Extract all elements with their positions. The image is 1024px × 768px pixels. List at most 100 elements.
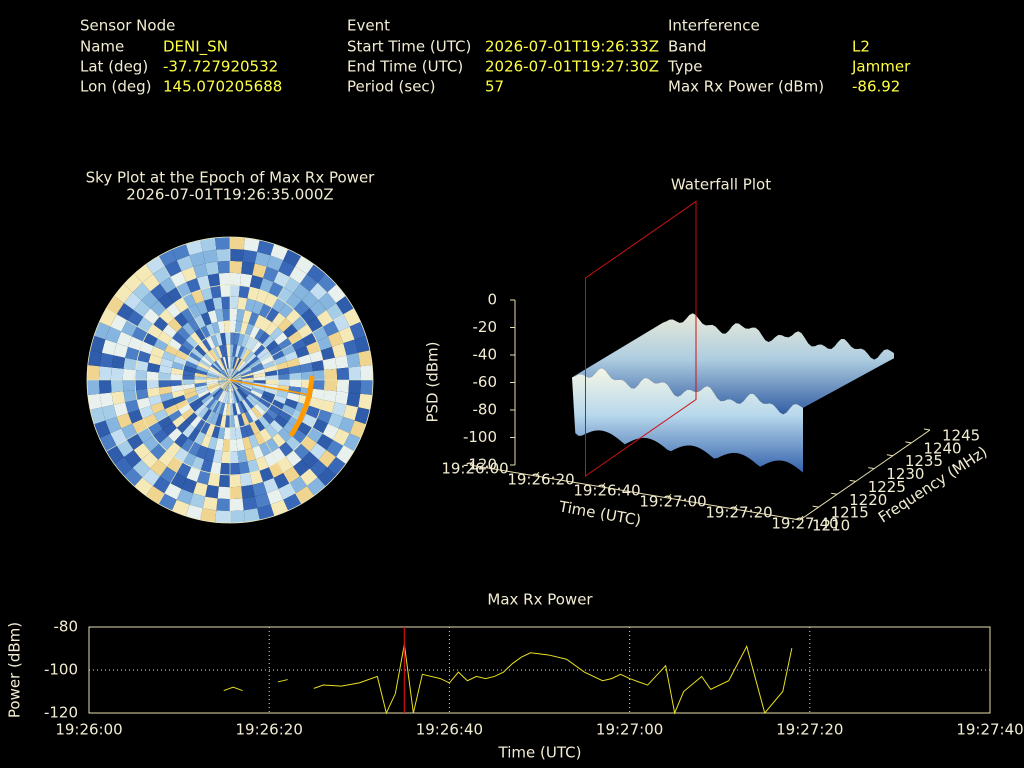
sky-cell xyxy=(161,398,176,410)
sky-cell xyxy=(358,350,373,367)
sky-cell xyxy=(237,388,246,400)
sky-cell xyxy=(203,395,215,407)
sky-cell xyxy=(273,355,287,366)
sky-cell xyxy=(250,389,263,398)
sky-cell xyxy=(146,380,159,389)
sky-cell xyxy=(336,295,354,315)
sky-cell xyxy=(252,263,267,278)
z-tick-label: -40 xyxy=(473,346,498,364)
info-value: -37.727920532 xyxy=(163,58,278,76)
sky-cell xyxy=(239,385,251,395)
sky-cell xyxy=(142,273,160,292)
info-label: Period (sec) xyxy=(347,78,436,96)
sky-cell xyxy=(206,377,219,380)
sky-cell xyxy=(249,358,261,369)
sky-cell xyxy=(244,298,256,312)
sky-cell xyxy=(122,380,136,392)
sky-cell xyxy=(277,318,292,333)
sky-cell xyxy=(249,325,260,339)
sky-cell xyxy=(306,405,321,419)
sky-cell xyxy=(172,415,186,428)
sky-cell xyxy=(178,403,192,416)
sky-cell xyxy=(230,308,238,321)
sky-cell xyxy=(170,380,183,387)
sky-cell xyxy=(125,399,140,414)
sky-cell xyxy=(116,413,133,429)
sky-cell xyxy=(343,308,361,327)
sky-cell xyxy=(227,391,230,404)
sky-cell xyxy=(230,403,234,416)
sky-cell xyxy=(194,431,206,446)
sky-cell xyxy=(176,419,191,434)
sky-cell xyxy=(141,451,159,469)
sky-cell xyxy=(134,264,153,283)
sky-cell xyxy=(139,405,154,419)
sky-cell xyxy=(135,360,149,372)
sky-cell xyxy=(158,365,172,374)
sky-cell xyxy=(181,340,195,352)
sky-cell xyxy=(298,354,312,366)
sky-cell xyxy=(211,321,221,335)
sky-cell xyxy=(180,437,195,453)
sky-cell xyxy=(293,443,310,460)
x-tick-label: 19:27:00 xyxy=(596,721,663,739)
sky-cell xyxy=(227,356,230,369)
sky-cell xyxy=(289,476,308,494)
sky-cell xyxy=(291,338,307,351)
sky-cell xyxy=(168,318,183,333)
sky-cell xyxy=(191,401,204,412)
sky-cell xyxy=(153,338,169,351)
sky-cell xyxy=(265,380,278,385)
sky-cell xyxy=(209,385,221,395)
sky-cell xyxy=(227,380,230,392)
sky-cell xyxy=(182,292,197,308)
sky-cell xyxy=(98,380,112,394)
y-tick-label: 1210 xyxy=(812,517,850,535)
sky-cell xyxy=(252,368,265,376)
y-tick xyxy=(923,428,931,431)
sky-cell xyxy=(238,387,250,396)
sky-cell xyxy=(265,408,279,420)
sky-cell xyxy=(239,321,249,335)
sky-cell xyxy=(194,372,207,378)
sky-cell xyxy=(327,457,346,476)
sky-cell xyxy=(237,414,245,427)
sky-cell xyxy=(309,459,328,478)
sky-cell xyxy=(215,308,224,322)
sky-cell xyxy=(239,425,249,439)
sky-cell xyxy=(230,378,242,380)
sky-cell xyxy=(200,434,212,449)
sky-cell xyxy=(142,413,158,428)
y-tick-label: -100 xyxy=(44,661,78,679)
info-heading: Sensor Node xyxy=(80,17,175,35)
sky-cell xyxy=(286,293,302,310)
sky-cell xyxy=(240,383,253,390)
sky-cell xyxy=(99,433,117,452)
z-tick-label: -20 xyxy=(473,318,498,336)
sky-cell xyxy=(232,403,238,416)
chart-subtitle: 2026-07-01T19:26:35.000Z xyxy=(126,186,333,204)
sky-cell xyxy=(262,391,276,400)
sky-track xyxy=(289,375,315,437)
sky-cell xyxy=(293,459,310,477)
sky-cell xyxy=(278,337,292,351)
sky-cell xyxy=(132,326,148,342)
sky-cell xyxy=(190,331,202,345)
sky-cell xyxy=(227,368,230,380)
sky-cell xyxy=(225,356,229,369)
sky-cell xyxy=(236,308,245,322)
sky-cell xyxy=(238,364,250,373)
x-tick xyxy=(799,515,804,521)
sky-cell xyxy=(218,380,230,383)
sky-cell xyxy=(360,380,373,395)
sky-cell xyxy=(244,448,256,462)
sky-cell xyxy=(228,380,230,392)
sky-cell xyxy=(217,260,230,274)
y-tick xyxy=(886,454,893,457)
sky-cell xyxy=(182,383,196,390)
sky-cell xyxy=(312,370,326,380)
time-axis xyxy=(469,464,801,521)
sky-cell xyxy=(200,459,213,474)
sky-cell xyxy=(272,433,286,448)
sky-cell xyxy=(249,391,261,402)
